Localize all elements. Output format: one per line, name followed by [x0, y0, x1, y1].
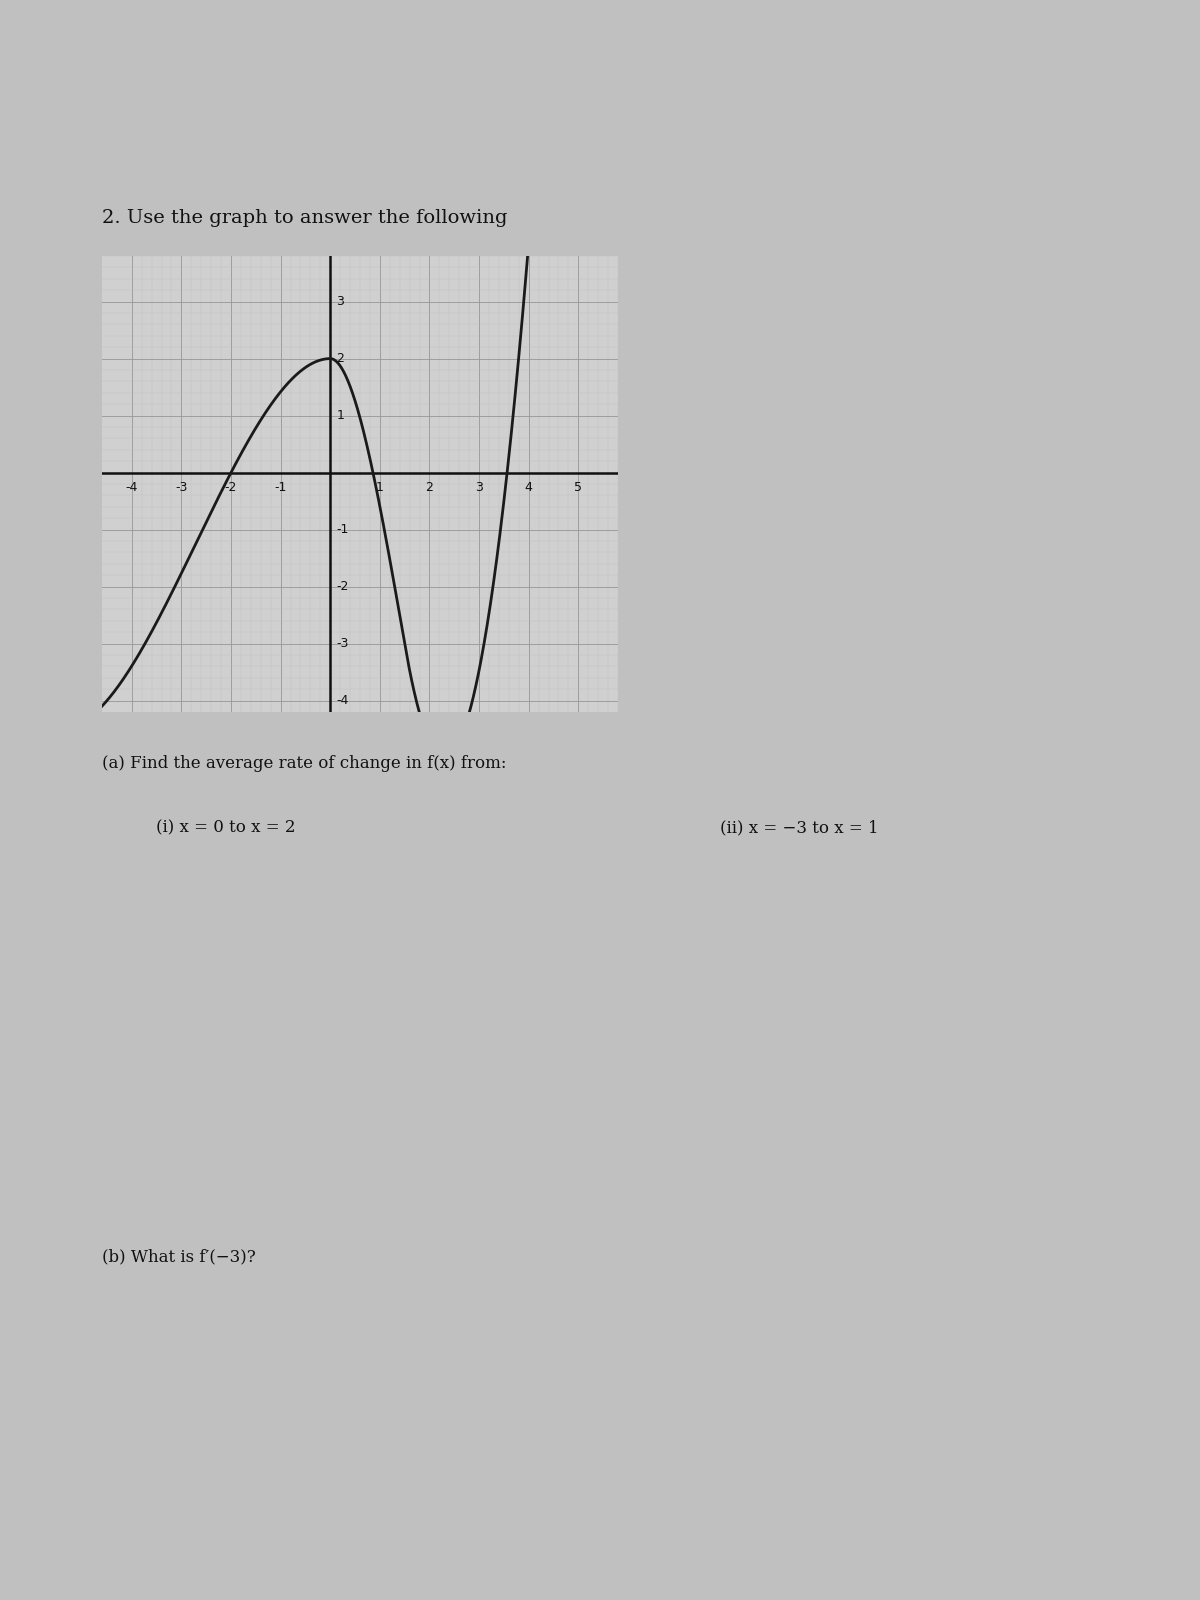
Text: (b) What is f′(−3)?: (b) What is f′(−3)? [102, 1248, 256, 1266]
Text: -2: -2 [336, 581, 348, 594]
Text: -4: -4 [126, 482, 138, 494]
Text: -1: -1 [275, 482, 287, 494]
Text: 1: 1 [376, 482, 384, 494]
Text: -1: -1 [336, 523, 348, 536]
Text: -3: -3 [175, 482, 187, 494]
Text: -2: -2 [224, 482, 238, 494]
Text: -3: -3 [336, 637, 348, 650]
Text: (i) x = 0 to x = 2: (i) x = 0 to x = 2 [156, 819, 295, 837]
Text: 5: 5 [575, 482, 582, 494]
Text: 2. Use the graph to answer the following: 2. Use the graph to answer the following [102, 210, 508, 227]
Text: 1: 1 [336, 410, 344, 422]
Text: 2: 2 [336, 352, 344, 365]
Text: -4: -4 [336, 694, 348, 707]
Text: 3: 3 [336, 294, 344, 309]
Text: (a) Find the average rate of change in f(x) from:: (a) Find the average rate of change in f… [102, 755, 506, 773]
Text: 4: 4 [524, 482, 533, 494]
Text: 3: 3 [475, 482, 484, 494]
Text: 2: 2 [426, 482, 433, 494]
Text: (ii) x = −3 to x = 1: (ii) x = −3 to x = 1 [720, 819, 878, 837]
